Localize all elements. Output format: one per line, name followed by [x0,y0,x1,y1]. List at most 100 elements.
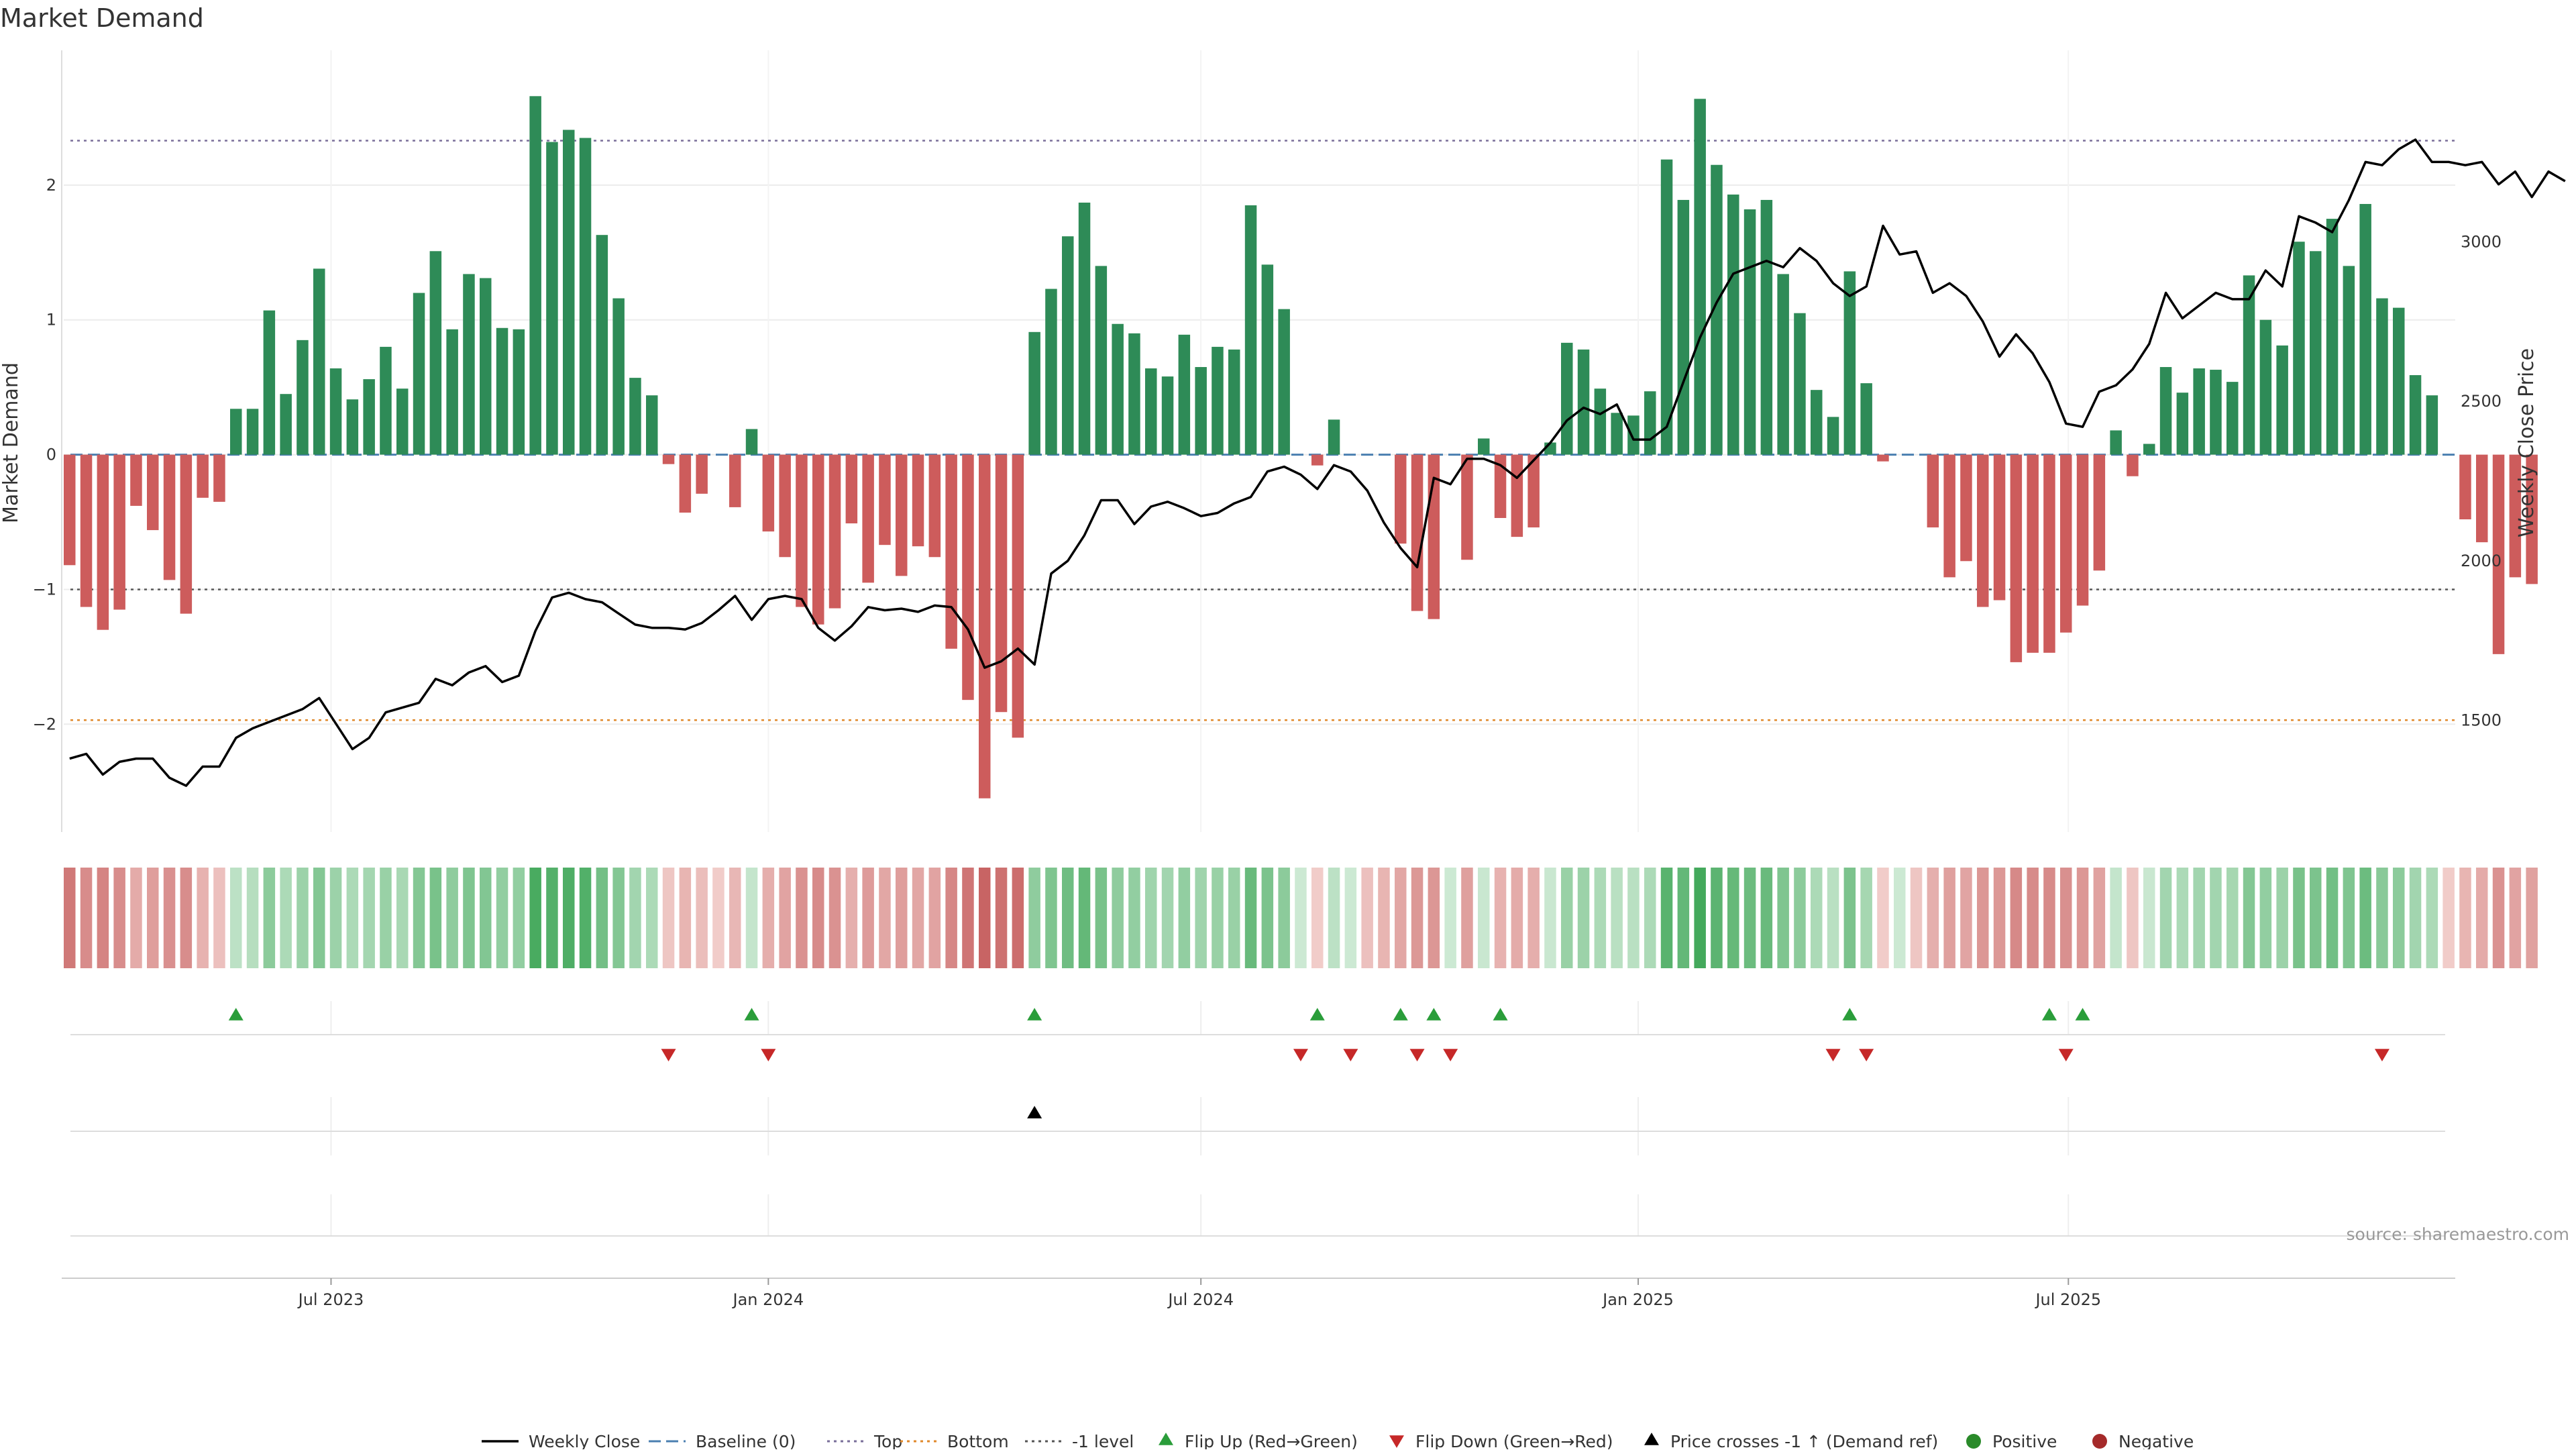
demand-bar [2243,275,2255,455]
demand-bar [1128,333,1140,455]
legend-label: Negative [2118,1432,2194,1449]
demand-tile [1561,868,1573,968]
demand-tile [263,868,276,968]
demand-bar [762,454,775,532]
demand-tile [1145,868,1157,968]
demand-tile [2443,868,2455,968]
x-tick-label: Jan 2024 [731,1290,804,1309]
demand-bar [1677,199,1690,455]
demand-bar [1811,390,1823,455]
demand-bar [2310,251,2322,455]
demand-tile [163,868,176,968]
demand-tile [1244,868,1257,968]
demand-bar [1411,454,1424,611]
demand-bar [2326,219,2339,455]
demand-tile [1195,868,1207,968]
demand-bar [1178,334,1191,455]
demand-bar [1161,376,1174,455]
demand-bar [2076,454,2089,606]
demand-bar [1627,415,1640,455]
demand-bar [2110,430,2122,455]
demand-tile [796,868,808,968]
flip-down-marker [1409,1049,1425,1061]
demand-bar [945,454,957,649]
price-tick-label: 2500 [2461,392,2502,411]
demand-tile [213,868,225,968]
demand-tile [1411,868,1424,968]
demand-tile [2326,868,2339,968]
demand-tile [1827,868,1839,968]
demand-tile [2243,868,2255,968]
demand-bar [879,454,891,546]
legend-label: Weekly Close [529,1432,640,1449]
demand-bar [896,454,908,576]
flip-down-marker [2058,1049,2074,1061]
demand-tile [2459,868,2471,968]
demand-bar [2127,454,2139,476]
demand-bar [113,454,125,610]
demand-tile [280,868,292,968]
demand-bar [745,429,758,455]
legend-item: Negative [2092,1432,2194,1451]
grid [61,50,2455,1236]
demand-tile [2310,868,2322,968]
demand-tile [1860,868,1872,968]
demand-bar [1660,159,1673,455]
legend: Weekly Close Baseline (0) Top Bottom -1 leve… [482,1432,2194,1451]
demand-bar [1078,202,1091,455]
demand-bar [463,274,475,455]
demand-tick-label: 1 [46,311,56,329]
flip-up-marker [744,1008,759,1021]
legend-item: Top [827,1432,902,1451]
demand-tile [828,868,841,968]
demand-tile [496,868,508,968]
demand-bar [2210,370,2222,455]
demand-tile [679,868,692,968]
demand-tile [1494,868,1507,968]
flip-up-marker [1027,1008,1042,1021]
demand-tile [130,868,142,968]
demand-tile [1527,868,1540,968]
demand-bar [995,454,1008,713]
demand-tile [1660,868,1673,968]
demand-bar [180,454,193,614]
demand-tile [97,868,109,968]
demand-tile [1727,868,1739,968]
demand-bars [64,96,2538,798]
demand-tile [2492,868,2505,968]
demand-bar [446,329,458,455]
demand-tile [1261,868,1274,968]
event-markers [70,1008,2445,1237]
chart-title: Market Demand [0,3,204,33]
demand-tile [1677,868,1690,968]
demand-tile [1062,868,1074,968]
demand-tile [879,868,891,968]
demand-tile [1161,868,1174,968]
demand-bar [629,378,641,455]
demand-tile [596,868,608,968]
demand-bar [1727,194,1739,455]
demand-bar [1062,236,1074,455]
demand-bar [413,293,425,455]
demand-tile [1644,868,1656,968]
demand-bar [2359,203,2371,455]
demand-bar [1743,209,1756,455]
flip-up-marker [1393,1008,1408,1021]
demand-tile [1960,868,1972,968]
flip-up-marker [1426,1008,1442,1021]
demand-tile [2276,868,2288,968]
flip-up-marker [1842,1008,1858,1021]
demand-bar [1494,454,1507,518]
demand-tile [2343,868,2355,968]
demand-tile [962,868,974,968]
demand-bar [513,329,525,455]
demand-tile [2476,868,2488,968]
demand-tile [1993,868,2006,968]
demand-axis-label: Market Demand [0,362,23,523]
demand-tile [313,868,325,968]
demand-bar [546,142,558,455]
demand-bar [1577,349,1590,455]
demand-bar [2526,454,2538,584]
demand-bar [280,394,292,455]
